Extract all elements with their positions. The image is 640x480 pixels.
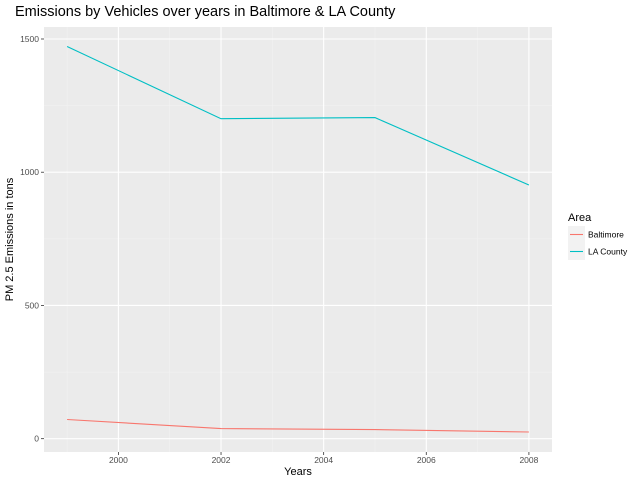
- y-tick-label: 1500: [20, 34, 39, 44]
- grid-major: [44, 27, 552, 452]
- x-tick-label: 2000: [109, 455, 128, 465]
- plot-panel: [44, 27, 552, 452]
- x-axis-title: Years: [284, 466, 312, 478]
- grid-minor: [44, 27, 552, 452]
- y-tick-label: 0: [34, 434, 39, 444]
- series-line-la-county: [66, 46, 530, 186]
- y-axis-title: PM 2.5 Emissions in tons: [4, 177, 16, 301]
- chart-title: Emissions by Vehicles over years in Balt…: [15, 4, 396, 20]
- x-tick-label: 2002: [212, 455, 231, 465]
- legend-label-la-county: LA County: [588, 247, 628, 257]
- x-tick-label: 2006: [417, 455, 436, 465]
- legend-items: Baltimore LA County: [568, 226, 628, 260]
- x-tick-label: 2008: [519, 455, 538, 465]
- x-axis-ticks: 2000 2002 2004 2006 2008: [109, 452, 539, 465]
- y-tick-label: 1000: [20, 167, 39, 177]
- x-tick-label: 2004: [314, 455, 333, 465]
- y-tick-label: 500: [25, 300, 39, 310]
- legend-title: Area: [568, 212, 592, 224]
- y-axis-ticks: 0 500 1000 1500: [20, 34, 44, 444]
- legend: Area Baltimore LA County: [568, 212, 628, 260]
- legend-label-baltimore: Baltimore: [588, 230, 624, 240]
- series-line-baltimore: [67, 418, 529, 433]
- series-lines: [66, 46, 530, 433]
